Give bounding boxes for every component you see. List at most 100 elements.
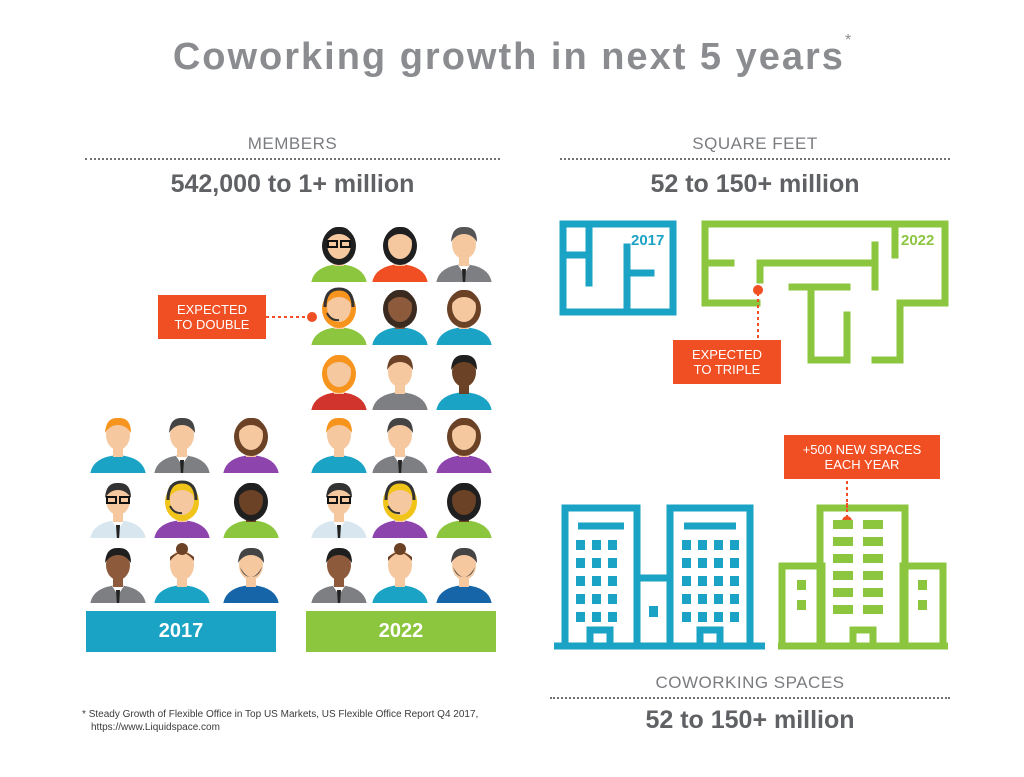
- window: [797, 600, 806, 610]
- window: [863, 571, 883, 580]
- green-building-windows: [797, 520, 927, 614]
- window: [863, 605, 883, 614]
- window: [608, 612, 617, 622]
- callout-triple-line1: EXPECTED: [691, 347, 763, 362]
- coworking-spaces-divider: [550, 697, 950, 699]
- window: [698, 558, 707, 568]
- member-avatar: [223, 417, 279, 473]
- window: [714, 594, 723, 604]
- year-bar-2017-label: 2017: [158, 620, 204, 642]
- page-title: Coworking growth in next 5 years*: [0, 32, 1024, 79]
- window: [863, 520, 883, 529]
- window: [608, 576, 617, 586]
- new-spaces-callout: +500 NEW SPACES EACH YEAR: [784, 435, 940, 479]
- window: [833, 571, 853, 580]
- member-avatar: [436, 547, 492, 603]
- member-avatar: [372, 543, 428, 603]
- window: [714, 558, 723, 568]
- member-avatar: [223, 547, 279, 603]
- window: [576, 594, 585, 604]
- window: [833, 554, 853, 563]
- year-bar-2022-label: 2022: [378, 620, 424, 642]
- window: [576, 540, 585, 550]
- callout-spaces-line2: EACH YEAR: [824, 457, 900, 472]
- window: [730, 612, 739, 622]
- window: [698, 594, 707, 604]
- year-bar-2022: 2022: [306, 611, 496, 652]
- member-avatar: [223, 482, 279, 538]
- member-avatar: [311, 226, 367, 282]
- window: [797, 580, 806, 590]
- window: [682, 594, 691, 604]
- window: [730, 558, 739, 568]
- square-feet-value: 52 to 150+ million: [650, 170, 860, 198]
- window: [682, 540, 691, 550]
- window: [714, 576, 723, 586]
- window: [682, 558, 691, 568]
- member-avatar: [154, 543, 210, 603]
- footnote-mark: *: [82, 709, 86, 720]
- member-avatar: [154, 480, 210, 538]
- window: [682, 576, 691, 586]
- window: [863, 537, 883, 546]
- window: [714, 612, 723, 622]
- member-avatar: [311, 417, 367, 473]
- window: [833, 588, 853, 597]
- floor-plan-2022: [701, 220, 949, 364]
- member-avatar: [372, 417, 428, 473]
- footnote: * Steady Growth of Flexible Office in To…: [82, 708, 478, 734]
- year-bar-2017: 2017: [86, 611, 276, 652]
- coworking-spaces-label: COWORKING SPACES: [655, 673, 845, 692]
- window: [592, 612, 601, 622]
- member-avatar: [436, 354, 492, 410]
- window: [863, 554, 883, 563]
- blue-building-windows: [576, 540, 739, 622]
- member-avatar: [311, 547, 367, 603]
- window: [698, 576, 707, 586]
- window: [608, 558, 617, 568]
- callout-double-line2: TO DOUBLE: [174, 317, 250, 332]
- window: [576, 576, 585, 586]
- callout-double-connector: [266, 312, 317, 322]
- members-label: MEMBERS: [247, 134, 338, 153]
- window: [592, 558, 601, 568]
- window: [833, 605, 853, 614]
- window: [833, 520, 853, 529]
- member-avatar: [311, 287, 367, 345]
- buildings-2022: [778, 503, 948, 650]
- window: [730, 594, 739, 604]
- floor-plans-illustration: [559, 220, 949, 364]
- members-value: 542,000 to 1+ million: [170, 170, 415, 198]
- window: [592, 540, 601, 550]
- window: [592, 594, 601, 604]
- window: [608, 594, 617, 604]
- callout-double-line1: EXPECTED: [176, 302, 248, 317]
- window: [592, 576, 601, 586]
- member-avatar: [311, 482, 367, 538]
- plan-2017-label: 2017: [631, 232, 665, 249]
- callout-triple-dot: [753, 285, 763, 295]
- window: [576, 558, 585, 568]
- title-footnote-mark: *: [844, 32, 852, 49]
- footnote-line2: https://www.Liquidspace.com: [91, 722, 220, 733]
- callout-spaces-line1: +500 NEW SPACES: [802, 442, 922, 457]
- member-avatar: [372, 226, 428, 282]
- floor-plan-2017: [559, 220, 677, 316]
- window: [608, 540, 617, 550]
- coworking-spaces-value: 52 to 150+ million: [645, 706, 855, 734]
- callout-triple-line2: TO TRIPLE: [693, 362, 761, 377]
- expected-to-triple-callout: EXPECTED TO TRIPLE: [673, 340, 781, 384]
- buildings-2017: [554, 504, 765, 650]
- title-text: Coworking growth in next 5 years: [172, 36, 845, 78]
- member-avatar: [311, 354, 367, 410]
- window: [682, 612, 691, 622]
- plan-2022-label: 2022: [901, 232, 935, 249]
- window: [698, 540, 707, 550]
- window: [730, 540, 739, 550]
- member-avatar: [436, 417, 492, 473]
- member-avatar: [372, 289, 428, 345]
- member-avatar: [90, 417, 146, 473]
- member-avatar: [436, 226, 492, 282]
- footnote-line1: Steady Growth of Flexible Office in Top …: [88, 709, 479, 720]
- square-feet-divider: [560, 158, 950, 160]
